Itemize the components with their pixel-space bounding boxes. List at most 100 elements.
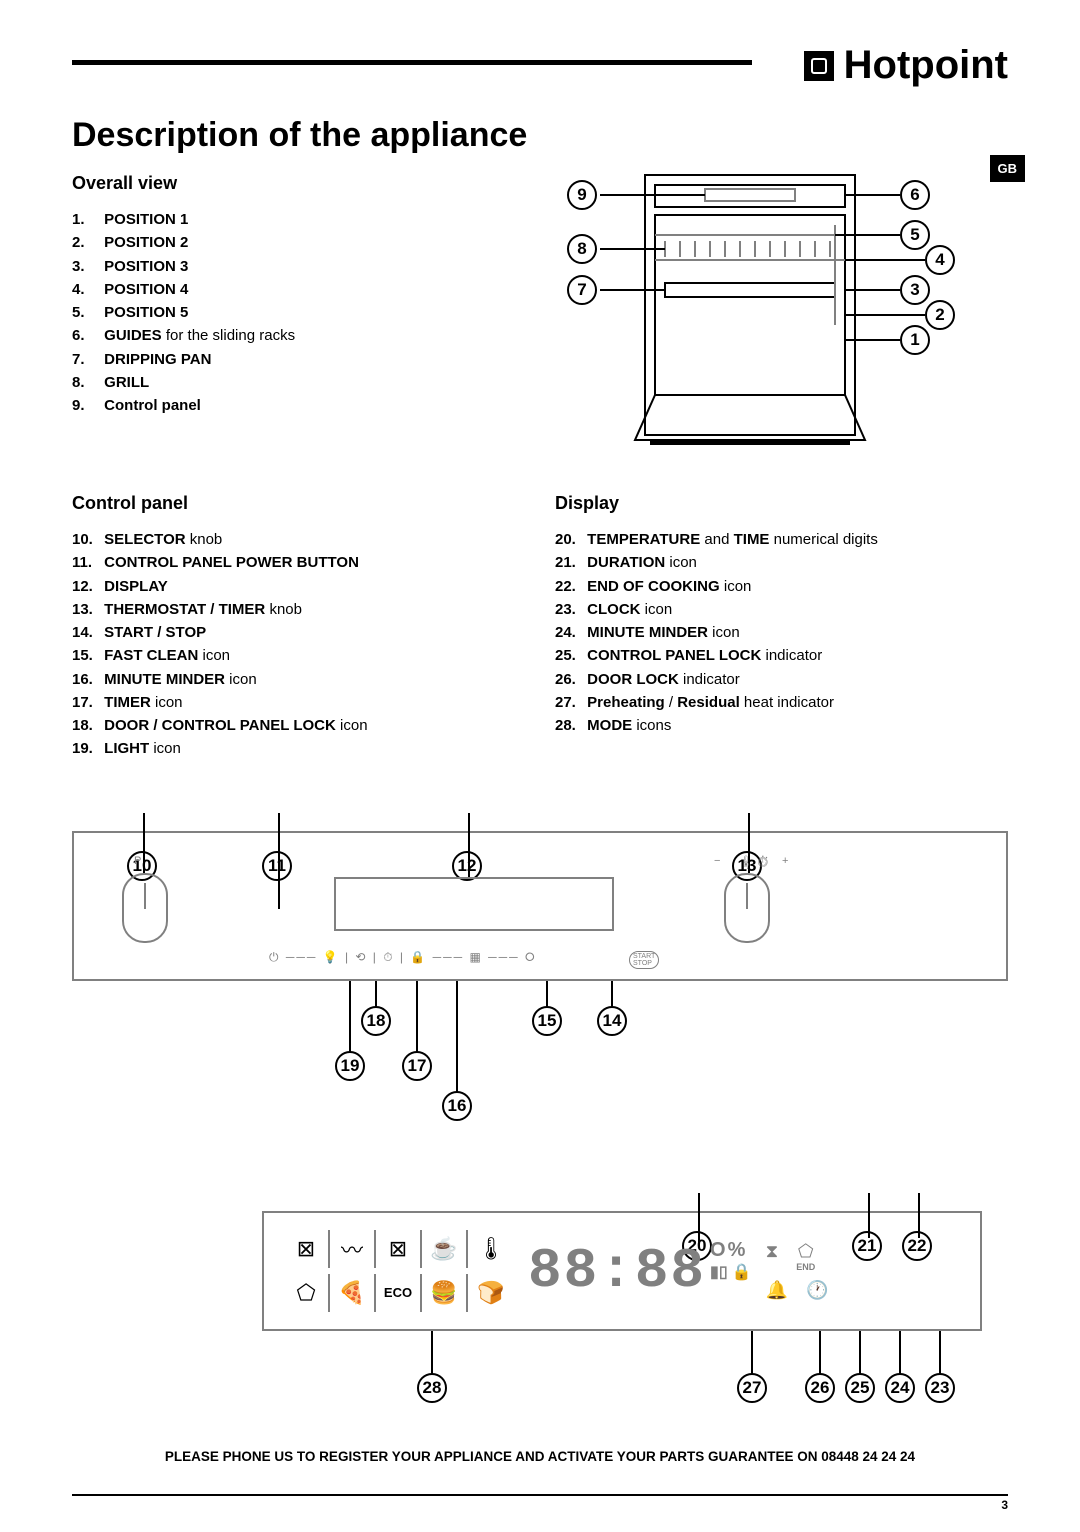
callout-16: 16	[442, 1091, 472, 1121]
callout-14: 14	[597, 1006, 627, 1036]
mode-icon-5: 🌡	[468, 1230, 514, 1268]
page-number: 3	[72, 1498, 1008, 1512]
callout-9: 9	[567, 180, 597, 210]
list-item: 25. CONTROL PANEL LOCK indicator	[555, 644, 1008, 667]
list-item: 9. Control panel	[72, 394, 525, 417]
display-diagram: 20 21 22 ⊠ 〰 ⊠ ☕ 🌡 ⬠ 🍕 ECO	[262, 1211, 982, 1441]
list-item: 21. DURATION icon	[555, 551, 1008, 574]
clock-icon: 🕐	[806, 1280, 828, 1301]
icon-strip: ⏻ ─── 💡 | ⟲ | ⏱ | 🔒 ─── ▦ ─── ⭘	[269, 950, 537, 965]
callout-15: 15	[532, 1006, 562, 1036]
end-label: END	[796, 1262, 815, 1272]
list-item: 19. LIGHT icon	[72, 737, 525, 760]
selector-knob	[122, 873, 168, 943]
plus-label: +	[782, 855, 788, 867]
display-rect	[334, 877, 614, 931]
callout-3: 3	[900, 275, 930, 305]
display-box: ⊠ 〰 ⊠ ☕ 🌡 ⬠ 🍕 ECO 🍔 🍞 88:88	[262, 1211, 982, 1331]
footer-text: PLEASE PHONE US TO REGISTER YOUR APPLIAN…	[72, 1449, 1008, 1464]
thermo-icon: 🌡 ⏱	[739, 855, 770, 868]
mode-icon-3: ⊠	[376, 1230, 422, 1268]
duration-icon: ⧗	[766, 1241, 779, 1272]
mode-icon-2: 〰	[330, 1230, 376, 1268]
mode-icon-10: 🍞	[468, 1274, 514, 1312]
callout-8: 8	[567, 234, 597, 264]
callout-1: 1	[900, 325, 930, 355]
brand-row: Hotpoint	[72, 43, 1008, 88]
p-label: P	[134, 855, 141, 867]
oven-diagram: 9 8 7 6 5 4 3 2 1	[555, 165, 945, 465]
list-item: 4. POSITION 4	[72, 278, 525, 301]
minus-label: −	[714, 855, 720, 867]
list-item: 22. END OF COOKING icon	[555, 575, 1008, 598]
mode-icons: ⊠ 〰 ⊠ ☕ 🌡 ⬠ 🍕 ECO 🍔 🍞	[284, 1230, 514, 1312]
list-item: 8. GRILL	[72, 371, 525, 394]
list-item: 20. TEMPERATURE and TIME numerical digit…	[555, 528, 1008, 551]
list-item: 11. CONTROL PANEL POWER BUTTON	[72, 551, 525, 574]
callout-24: 24	[885, 1373, 915, 1403]
callout-17: 17	[402, 1051, 432, 1081]
overall-heading: Overall view	[72, 173, 525, 194]
brand-name: Hotpoint	[844, 43, 1008, 88]
bell-icon: 🔔	[766, 1280, 788, 1301]
oven-svg	[555, 165, 945, 465]
list-item: 5. POSITION 5	[72, 301, 525, 324]
mode-icon-4: ☕	[422, 1230, 468, 1268]
callout-18: 18	[361, 1006, 391, 1036]
list-item: 16. MINUTE MINDER icon	[72, 668, 525, 691]
list-item: 23. CLOCK icon	[555, 598, 1008, 621]
control-panel-list: 10. SELECTOR knob11. CONTROL PANEL POWER…	[72, 528, 525, 761]
list-item: 2. POSITION 2	[72, 231, 525, 254]
callout-4: 4	[925, 245, 955, 275]
list-item: 14. START / STOP	[72, 621, 525, 644]
control-panel-diagram: 10 11 12 13 P − + 🌡 ⏱ ⏻ ─── 💡 | ⟲ | ⏱ | …	[72, 831, 1008, 1141]
footer-rule	[72, 1494, 1008, 1496]
panel-box: P − + 🌡 ⏱ ⏻ ─── 💡 | ⟲ | ⏱ | 🔒 ─── ▦ ─── …	[72, 831, 1008, 981]
lock-icon: 🔒	[732, 1262, 752, 1282]
callout-26: 26	[805, 1373, 835, 1403]
display-list: 20. TEMPERATURE and TIME numerical digit…	[555, 528, 1008, 737]
mode-icon-6: ⬠	[284, 1274, 330, 1312]
callout-7: 7	[567, 275, 597, 305]
callout-2: 2	[925, 300, 955, 330]
list-item: 1. POSITION 1	[72, 208, 525, 231]
callout-28: 28	[417, 1373, 447, 1403]
display-heading: Display	[555, 493, 1008, 514]
list-item: 15. FAST CLEAN icon	[72, 644, 525, 667]
start-stop-icon: STARTSTOP	[629, 951, 659, 969]
mode-icon-9: 🍔	[422, 1274, 468, 1312]
list-item: 6. GUIDES for the sliding racks	[72, 324, 525, 347]
callout-19: 19	[335, 1051, 365, 1081]
callout-25: 25	[845, 1373, 875, 1403]
degree-icon: O	[710, 1239, 726, 1262]
page-title: Description of the appliance	[72, 116, 1008, 155]
end-icon: ⬠	[798, 1241, 814, 1262]
list-item: 24. MINUTE MINDER icon	[555, 621, 1008, 644]
percent-icon: %	[728, 1239, 746, 1262]
callout-27: 27	[737, 1373, 767, 1403]
digits: 88:88	[528, 1239, 706, 1303]
overall-list: 1. POSITION 12. POSITION 23. POSITION 34…	[72, 208, 525, 417]
region-badge: GB	[990, 155, 1026, 182]
list-item: 13. THERMOSTAT / TIMER knob	[72, 598, 525, 621]
list-item: 3. POSITION 3	[72, 255, 525, 278]
list-item: 18. DOOR / CONTROL PANEL LOCK icon	[72, 714, 525, 737]
preheat-bars-icon: ▮▯	[710, 1262, 728, 1282]
mode-icon-1: ⊠	[284, 1230, 330, 1268]
callout-23: 23	[925, 1373, 955, 1403]
list-item: 10. SELECTOR knob	[72, 528, 525, 551]
control-panel-heading: Control panel	[72, 493, 525, 514]
panel-bottom-leads	[72, 981, 1008, 1141]
list-item: 28. MODE icons	[555, 714, 1008, 737]
brand-logo: Hotpoint	[804, 43, 1008, 88]
callout-6: 6	[900, 180, 930, 210]
brand-square-icon	[804, 51, 834, 81]
callout-5: 5	[900, 220, 930, 250]
list-item: 12. DISPLAY	[72, 575, 525, 598]
thermostat-knob	[724, 873, 770, 943]
mode-icon-7: 🍕	[330, 1274, 376, 1312]
list-item: 27. Preheating / Residual heat indicator	[555, 691, 1008, 714]
mode-icon-eco: ECO	[376, 1274, 422, 1312]
list-item: 7. DRIPPING PAN	[72, 348, 525, 371]
list-item: 17. TIMER icon	[72, 691, 525, 714]
